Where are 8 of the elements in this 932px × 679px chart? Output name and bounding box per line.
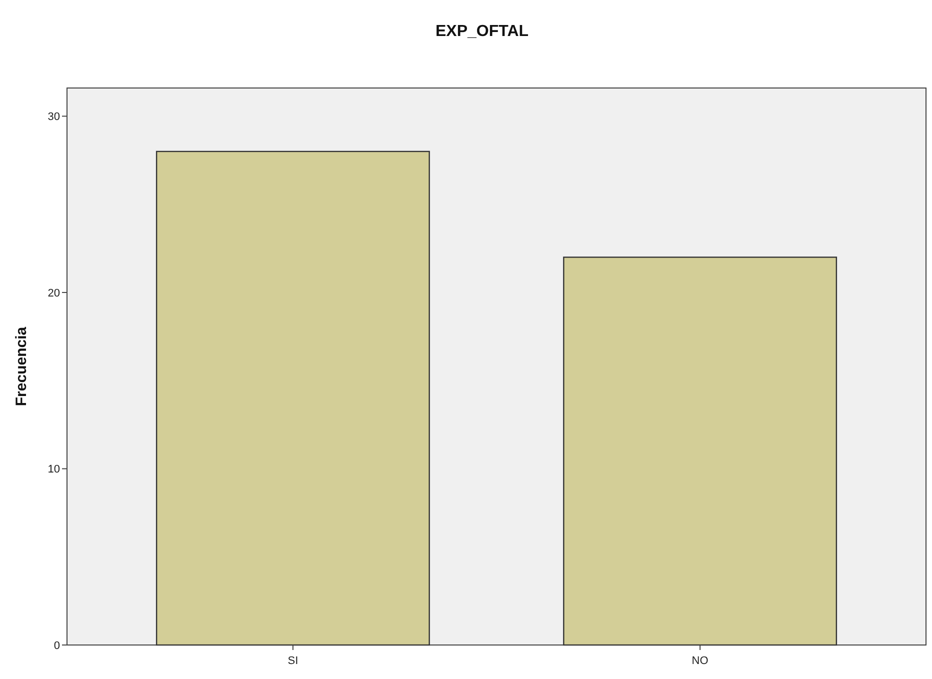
y-tick-label: 30 <box>48 111 60 124</box>
x-tick-label: NO <box>692 655 709 667</box>
x-tick-label: SI <box>288 655 298 667</box>
chart-title: EXP_OFTAL <box>435 23 529 40</box>
y-tick-label: 20 <box>48 287 60 300</box>
y-axis-title: Frecuencia <box>13 326 30 406</box>
y-tick-label: 10 <box>48 464 60 476</box>
y-tick-label: 0 <box>54 640 60 652</box>
